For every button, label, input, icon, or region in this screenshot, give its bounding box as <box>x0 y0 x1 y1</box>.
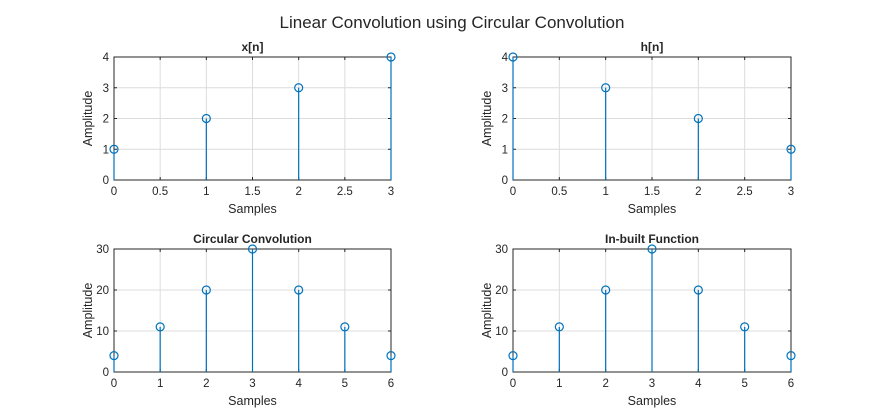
stem-marker <box>508 52 518 62</box>
stem-marker <box>693 113 703 124</box>
y-tick-label: 30 <box>96 244 109 256</box>
y-tick-label: 4 <box>103 52 110 64</box>
x-tick-label: 6 <box>788 378 794 390</box>
stem-marker <box>786 351 796 361</box>
x-axis-label: Samples <box>228 202 277 216</box>
y-tick-label: 1 <box>502 144 508 156</box>
x-axis-label: Samples <box>628 394 677 408</box>
stem-marker <box>155 322 165 332</box>
stem-marker <box>201 113 211 124</box>
subplot-circular-convolution: 0 1 2 3 4 5 6 0 10 20 30 Circular Convolution Sample… <box>81 232 396 408</box>
stem-marker <box>693 285 703 295</box>
x-tick-label: 3 <box>249 378 255 390</box>
x-tick-label: 1 <box>157 378 163 390</box>
y-axis-label: Amplitude <box>81 91 95 147</box>
x-tick-label: 5 <box>741 378 747 390</box>
x-tick-label: 4 <box>295 378 302 390</box>
stem-marker <box>740 322 750 332</box>
stem-marker <box>554 322 564 332</box>
y-tick-label: 0 <box>502 367 508 379</box>
x-tick-label: 2.5 <box>337 186 353 198</box>
axes-title: x[n] <box>242 40 264 54</box>
y-axis-label: Amplitude <box>480 283 494 339</box>
x-tick-label: 1.5 <box>245 186 261 198</box>
x-tick-label: 5 <box>342 378 348 390</box>
subplot-inbuilt-function: 0 1 2 3 4 5 6 0 10 20 30 In-built Function Samples Am… <box>480 232 796 408</box>
x-tick-label: 4 <box>695 378 702 390</box>
x-tick-label: 2.5 <box>737 186 753 198</box>
stem-marker <box>340 322 350 332</box>
y-tick-label: 30 <box>495 244 508 256</box>
x-tick-label: 1.5 <box>644 186 660 198</box>
y-tick-label: 1 <box>103 144 109 156</box>
x-tick-label: 3 <box>788 186 794 198</box>
stem-marker <box>247 244 258 254</box>
x-tick-label: 1 <box>556 378 562 390</box>
x-tick-label: 0 <box>111 378 117 390</box>
figure-title: Linear Convolution using Circular Convol… <box>280 13 625 32</box>
y-tick-label: 20 <box>495 285 508 297</box>
stem-marker <box>508 351 518 361</box>
y-tick-label: 20 <box>96 285 109 297</box>
x-tick-label: 0 <box>510 186 516 198</box>
stem-marker <box>601 83 611 93</box>
x-tick-label: 0.5 <box>551 186 567 198</box>
y-tick-label: 0 <box>103 367 109 379</box>
stem-marker <box>601 285 611 295</box>
y-tick-label: 10 <box>495 326 508 338</box>
y-tick-label: 3 <box>103 83 109 95</box>
x-tick-label: 0.5 <box>152 186 168 198</box>
x-tick-label: 1 <box>602 186 608 198</box>
stem-marker <box>647 244 657 254</box>
axes-title: In-built Function <box>605 232 699 246</box>
x-tick-label: 2 <box>203 378 209 390</box>
x-tick-label: 1 <box>203 186 209 198</box>
stem-marker <box>294 83 304 93</box>
x-tick-label: 0 <box>510 378 516 390</box>
axes-title: h[n] <box>641 40 664 54</box>
stem-marker <box>109 351 119 361</box>
x-tick-label: 2 <box>602 378 608 390</box>
y-axis-label: Amplitude <box>81 283 95 339</box>
x-tick-label: 3 <box>649 378 655 390</box>
x-tick-label: 3 <box>388 186 394 198</box>
x-tick-label: 2 <box>295 186 301 198</box>
stem-marker <box>386 52 396 62</box>
y-tick-label: 2 <box>103 114 109 126</box>
subplot-h-n: 0 0.5 1 1.5 2 2.5 3 0 1 2 3 4 h[n] Samples Amplitude <box>480 40 796 216</box>
stem-marker <box>786 144 796 154</box>
axes-title: Circular Convolution <box>193 232 312 246</box>
y-tick-label: 0 <box>103 175 109 187</box>
y-tick-label: 10 <box>96 326 109 338</box>
stem-marker <box>201 285 211 295</box>
x-tick-label: 0 <box>111 186 117 198</box>
x-axis-label: Samples <box>628 202 677 216</box>
y-tick-label: 0 <box>502 175 508 187</box>
y-tick-label: 3 <box>502 83 508 95</box>
x-axis-label: Samples <box>228 394 277 408</box>
x-tick-label: 2 <box>695 186 701 198</box>
stem-marker <box>386 351 396 361</box>
stem-marker <box>294 285 304 295</box>
y-tick-label: 4 <box>502 52 509 64</box>
y-axis-label: Amplitude <box>480 91 494 147</box>
subplot-x-n: 0 0.5 1 1.5 2 2.5 3 0 1 2 3 4 x[n] Samples Amplitude <box>81 40 396 216</box>
x-tick-label: 6 <box>388 378 394 390</box>
stem-marker <box>109 144 119 154</box>
y-tick-label: 2 <box>502 114 508 126</box>
